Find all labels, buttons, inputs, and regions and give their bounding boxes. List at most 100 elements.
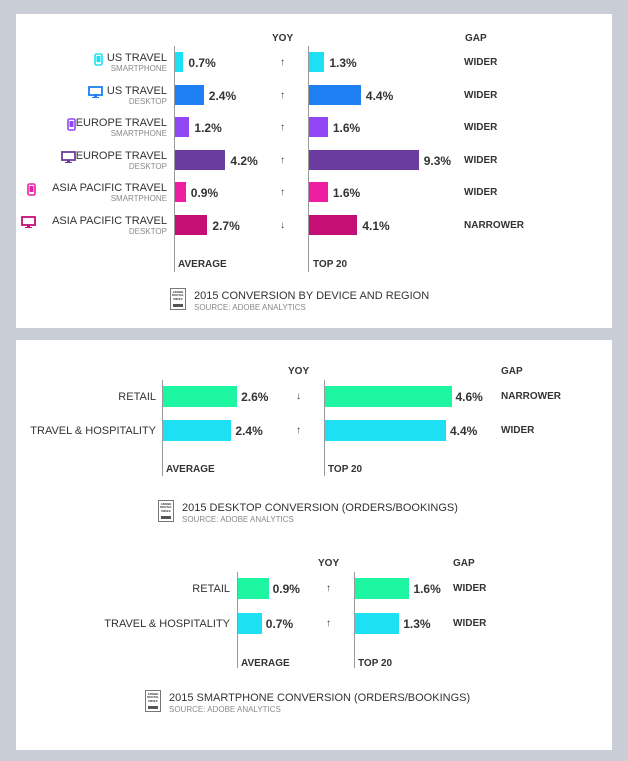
yoy-header: YOY [288, 366, 310, 377]
gap-value: WIDER [464, 154, 498, 166]
top20-label: TOP 20 [313, 259, 348, 270]
yoy-arrow: ↑ [296, 424, 301, 436]
category-label: RETAIL [118, 390, 156, 403]
category-sublabel: SMARTPHONE [110, 64, 167, 73]
gap-header: GAP [501, 366, 523, 377]
average-value: 2.4% [208, 88, 237, 103]
yoy-arrow: ↑ [326, 617, 331, 629]
top20-label: TOP 20 [358, 658, 393, 669]
chart-title: 2015 CONVERSION BY DEVICE AND REGION [194, 290, 430, 302]
device-region-panel: YOY GAP US TRAVEL SMARTPHONE 0.7% ↑ 1.3% WIDER U… [16, 14, 612, 328]
top20-label: TOP 20 [328, 464, 363, 475]
average-bar [163, 386, 238, 407]
top20-value: 1.3% [403, 616, 431, 631]
category-label: ASIA PACIFIC TRAVEL [52, 215, 167, 227]
desktop-icon [60, 150, 76, 163]
logo-line: DIGITAL [160, 505, 172, 510]
average-value: 0.9% [272, 581, 300, 596]
top20-axis [324, 380, 325, 476]
gap-header: GAP [465, 33, 487, 44]
logo-tag [161, 516, 171, 519]
top20-bar [309, 182, 328, 203]
top20-value: 9.3% [423, 153, 452, 168]
logo-line: ADOBE [147, 692, 159, 696]
yoy-arrow: ↑ [280, 89, 285, 101]
yoy-arrow: ↑ [326, 582, 331, 594]
logo-line: DIGITAL [147, 695, 159, 700]
category-label: TRAVEL & HOSPITALITY [104, 617, 230, 630]
category-label: US TRAVEL [106, 84, 167, 97]
average-bar [175, 215, 208, 235]
smartphone-icon [26, 183, 36, 197]
top20-value: 1.6% [332, 121, 361, 136]
average-label: AVERAGE [166, 464, 215, 475]
gap-value: WIDER [501, 424, 535, 436]
gap-value: WIDER [464, 89, 498, 101]
average-axis [162, 380, 163, 476]
logo-text: ADOBE DIGITAL INDEX [171, 289, 185, 301]
chart-source: SOURCE: ADOBE ANALYTICS [182, 515, 294, 524]
gap-value: WIDER [464, 187, 498, 199]
logo-line: INDEX [148, 698, 158, 703]
top20-bar [309, 215, 358, 235]
average-bar [175, 149, 226, 170]
top20-value: 4.4% [450, 423, 478, 438]
category-label: EUROPE TRAVEL [75, 149, 167, 162]
average-label: AVERAGE [241, 658, 290, 669]
category-label: ASIA PACIFIC TRAVEL [52, 182, 167, 195]
yoy-arrow: ↓ [296, 390, 301, 402]
gap-value: WIDER [464, 122, 498, 134]
top20-value: 1.3% [329, 56, 357, 70]
category-sublabel: DESKTOP [128, 96, 167, 106]
average-value: 2.6% [241, 389, 269, 404]
logo-line: ADOBE [172, 290, 184, 294]
chart-title: 2015 SMARTPHONE CONVERSION (ORDERS/BOOKI… [169, 692, 471, 704]
desktop-icon [20, 216, 36, 228]
category-sublabel: DESKTOP [128, 227, 167, 236]
top20-value: 4.1% [362, 219, 390, 233]
top20-value: 1.6% [413, 581, 441, 596]
average-bar [175, 117, 190, 138]
logo-line: ADOBE [160, 502, 172, 506]
gap-header: GAP [453, 558, 475, 569]
logo-text: ADOBE DIGITAL INDEX [146, 691, 160, 703]
gap-value: NARROWER [501, 390, 561, 402]
category-sublabel: SMARTPHONE [110, 129, 167, 139]
average-value: 4.2% [230, 153, 258, 168]
average-value: 0.9% [190, 186, 219, 201]
average-bar [175, 52, 184, 72]
top20-bar [309, 84, 361, 105]
gap-value: WIDER [453, 582, 487, 594]
yoy-arrow: ↑ [280, 122, 285, 134]
average-label: AVERAGE [178, 259, 227, 270]
average-bar [238, 578, 269, 599]
smartphone-icon [93, 53, 103, 66]
top20-bar [309, 52, 325, 72]
top20-value: 4.6% [455, 389, 483, 404]
yoy-arrow: ↑ [280, 187, 285, 199]
category-label: EUROPE TRAVEL [75, 117, 167, 130]
logo-line: DIGITAL [172, 293, 184, 298]
top20-value: 1.6% [332, 186, 361, 201]
logo-tag [148, 706, 158, 709]
adobe-digital-index-logo: ADOBE DIGITAL INDEX [145, 690, 161, 712]
logo-line: INDEX [161, 508, 171, 513]
average-bar [163, 420, 232, 441]
average-value: 0.7% [188, 56, 216, 70]
top20-axis [354, 572, 355, 668]
yoy-arrow: ↑ [280, 57, 285, 68]
average-bar [175, 182, 186, 203]
yoy-arrow: ↓ [280, 220, 285, 231]
gap-value: WIDER [464, 57, 498, 68]
category-label: TRAVEL & HOSPITALITY [30, 424, 156, 437]
conversion-panel: YOY GAP RETAIL 2.6% ↓ 4.6% NARROWER TRAVEL & HO… [16, 340, 612, 750]
logo-line: INDEX [173, 296, 183, 301]
average-axis [174, 46, 175, 272]
average-bar [238, 613, 262, 634]
category-sublabel: SMARTPHONE [110, 194, 167, 204]
average-bar [175, 84, 204, 105]
category-label: US TRAVEL [106, 52, 167, 64]
top20-bar [325, 420, 446, 441]
chart-title: 2015 DESKTOP CONVERSION (ORDERS/BOOKINGS… [182, 502, 458, 514]
gap-value: WIDER [453, 617, 487, 629]
